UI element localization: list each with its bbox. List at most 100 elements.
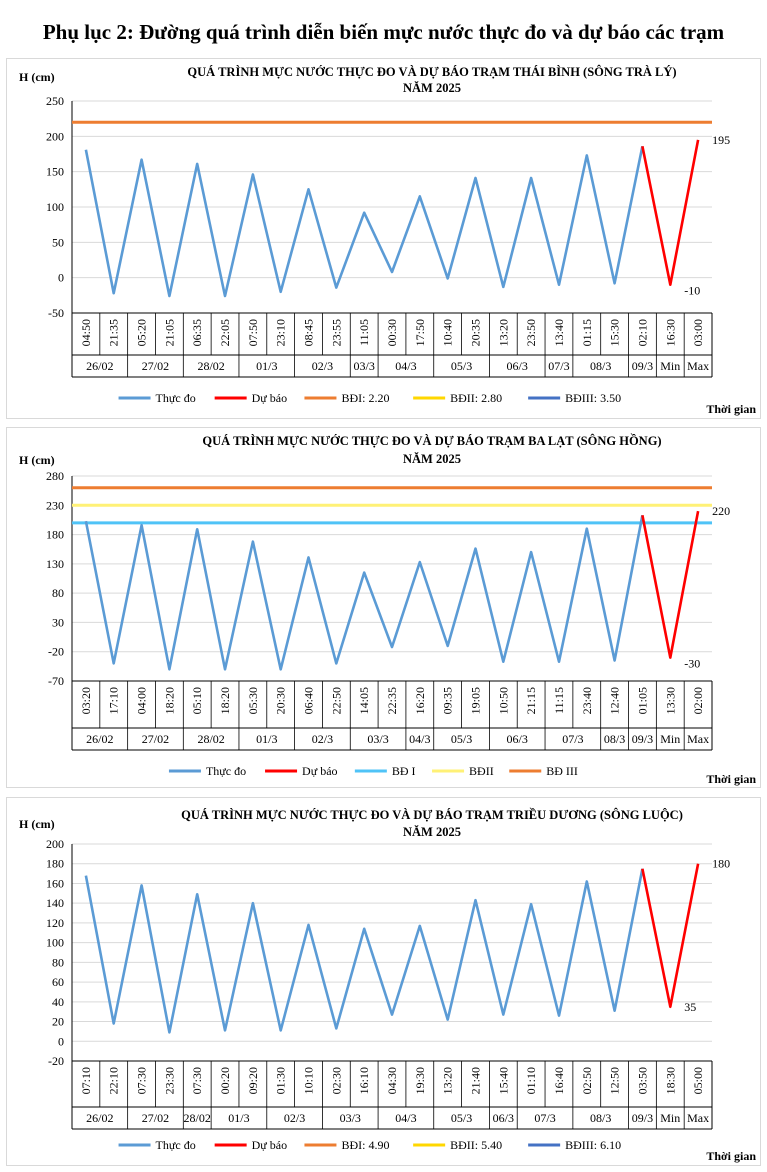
chart-ba-lat: QUÁ TRÌNH MỰC NƯỚC THỰC ĐO VÀ DỰ BÁO TRẠ… (6, 427, 761, 788)
x-tick-label: 07:10 (79, 1067, 93, 1094)
date-group-label: Max (687, 732, 709, 746)
y-tick-label: 140 (46, 896, 64, 910)
x-tick-label: 11:15 (552, 687, 566, 714)
x-tick-label: 21:40 (468, 1067, 482, 1094)
x-tick-label: 21:05 (162, 319, 176, 346)
x-tick-label: 22:50 (329, 687, 343, 714)
chart-svg: QUÁ TRÌNH MỰC NƯỚC THỰC ĐO VÀ DỰ BÁO TRẠ… (19, 433, 756, 786)
x-tick-label: 03:00 (691, 319, 705, 346)
legend-label: BĐI: 4.90 (341, 1138, 389, 1152)
x-tick-label: 02:00 (691, 687, 705, 714)
chart-title: QUÁ TRÌNH MỰC NƯỚC THỰC ĐO VÀ DỰ BÁO TRẠ… (181, 807, 683, 822)
legend-label: BĐIII: 3.50 (565, 391, 621, 405)
x-tick-label: 05:20 (135, 319, 149, 346)
legend-label: Thực đo (156, 1138, 196, 1152)
legend-label: BĐIII: 6.10 (565, 1138, 621, 1152)
x-tick-label: 06:35 (190, 319, 204, 346)
y-axis-label: H (cm) (19, 453, 55, 467)
x-tick-label: 01:05 (635, 687, 649, 714)
date-group-label: 27/02 (142, 732, 169, 746)
x-tick-label: 19:30 (413, 1067, 427, 1094)
series-line (641, 863, 700, 1009)
x-tick-label: 09:35 (441, 687, 455, 714)
y-tick-label: 230 (46, 498, 64, 512)
series-line (641, 510, 700, 659)
date-group-label: 06/3 (507, 732, 528, 746)
chart-svg: QUÁ TRÌNH MỰC NƯỚC THỰC ĐO VÀ DỰ BÁO TRẠ… (19, 807, 756, 1163)
x-tick-label: 00:20 (218, 1067, 232, 1094)
date-group-label: 05/3 (451, 1111, 472, 1125)
date-group-label: 03/3 (340, 1111, 361, 1125)
date-group-label: Min (660, 1111, 680, 1125)
page-heading: Phụ lục 2: Đường quá trình diễn biến mực… (42, 20, 725, 44)
legend-label: BĐII: 5.40 (450, 1138, 502, 1152)
x-tick-label: 17:10 (107, 687, 121, 714)
x-tick-label: 15:40 (496, 1067, 510, 1094)
y-axis-label: H (cm) (19, 70, 55, 84)
y-tick-label: 180 (46, 857, 64, 871)
x-tick-label: 13:20 (496, 319, 510, 346)
x-axis-label: Thời gian (706, 1149, 756, 1163)
legend-label: Thực đo (156, 391, 196, 405)
y-axis-label: H (cm) (19, 817, 55, 831)
y-tick-label: 280 (46, 469, 64, 483)
x-tick-label: 11:05 (357, 319, 371, 346)
x-tick-label: 02:50 (580, 1067, 594, 1094)
x-tick-label: 12:40 (608, 687, 622, 714)
x-tick-label: 01:10 (524, 1067, 538, 1094)
x-tick-label: 10:10 (302, 1067, 316, 1094)
y-tick-label: 120 (46, 916, 64, 930)
date-group-label: 06/3 (507, 359, 528, 373)
date-group-label: 08/3 (590, 1111, 611, 1125)
legend-label: BĐII (469, 764, 494, 778)
x-tick-label: 18:20 (162, 687, 176, 714)
date-group-label: 26/02 (86, 732, 113, 746)
x-axis-label: Thời gian (706, 772, 756, 786)
date-group-label: 09/3 (632, 732, 653, 746)
data-label: 35 (684, 1000, 696, 1014)
x-tick-label: 04:50 (79, 319, 93, 346)
x-tick-label: 17:50 (413, 319, 427, 346)
chart-thai-binh: QUÁ TRÌNH MỰC NƯỚC THỰC ĐO VÀ DỰ BÁO TRẠ… (6, 58, 761, 419)
y-tick-label: -20 (48, 645, 64, 659)
x-tick-label: 12:50 (608, 1067, 622, 1094)
y-tick-label: 60 (52, 975, 64, 989)
y-tick-label: 100 (46, 200, 64, 214)
date-group-label: Min (660, 359, 680, 373)
legend-label: BĐ I (392, 764, 416, 778)
date-group-label: 09/3 (632, 359, 653, 373)
date-group-label: 27/02 (142, 359, 169, 373)
date-group-label: 28/02 (184, 1111, 211, 1125)
series-line (641, 139, 700, 286)
y-tick-label: 80 (52, 586, 64, 600)
date-group-label: Min (660, 732, 680, 746)
x-tick-label: 05:30 (246, 687, 260, 714)
x-tick-label: 23:55 (329, 319, 343, 346)
date-group-label: 01/3 (228, 1111, 249, 1125)
y-tick-label: 0 (58, 1034, 64, 1048)
x-tick-label: 01:15 (580, 319, 594, 346)
date-group-label: 08/3 (590, 359, 611, 373)
date-group-label: 04/3 (409, 732, 430, 746)
x-tick-label: 23:40 (580, 687, 594, 714)
date-group-label: 04/3 (395, 1111, 416, 1125)
chart-svg: QUÁ TRÌNH MỰC NƯỚC THỰC ĐO VÀ DỰ BÁO TRẠ… (19, 65, 756, 416)
x-tick-label: 04:00 (135, 687, 149, 714)
y-tick-label: 80 (52, 955, 64, 969)
x-tick-label: 16:20 (413, 687, 427, 714)
chart-trieu-duong: QUÁ TRÌNH MỰC NƯỚC THỰC ĐO VÀ DỰ BÁO TRẠ… (6, 797, 761, 1166)
y-tick-label: 200 (46, 129, 64, 143)
series-line (84, 868, 644, 1034)
date-group-label: 01/3 (256, 732, 277, 746)
date-group-label: 26/02 (86, 1111, 113, 1125)
x-tick-label: 13:30 (663, 687, 677, 714)
date-group-label: 06/3 (493, 1111, 514, 1125)
date-group-label: 02/3 (312, 359, 333, 373)
date-group-label: Max (687, 359, 709, 373)
x-tick-label: 20:30 (274, 687, 288, 714)
date-group-label: 08/3 (604, 732, 625, 746)
x-tick-label: 04:30 (385, 1067, 399, 1094)
date-group-label: 07/3 (548, 359, 569, 373)
x-tick-label: 13:20 (441, 1067, 455, 1094)
chart-subtitle: NĂM 2025 (403, 81, 461, 95)
